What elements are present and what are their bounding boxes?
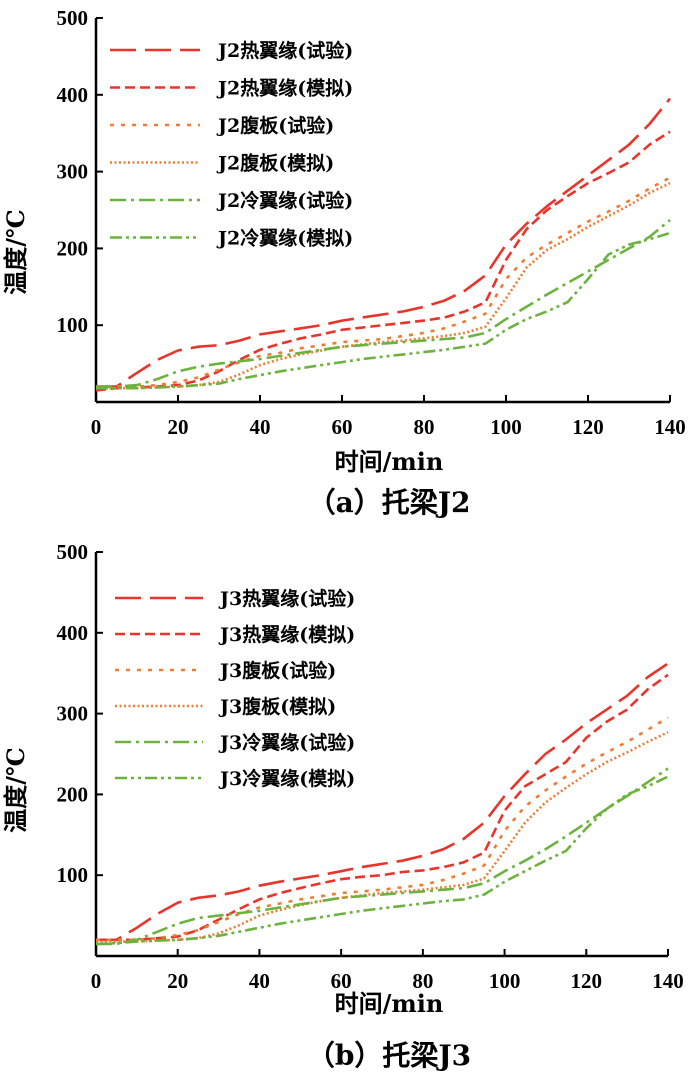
chart-caption: （b）托梁J3 [307, 1039, 471, 1072]
legend-label: J2腹板(试验) [216, 114, 334, 137]
legend-label: J3冷翼缘(试验) [218, 731, 355, 754]
x-tick-label: 20 [168, 415, 189, 439]
y-tick-label: 200 [57, 782, 89, 806]
x-tick-label: 0 [91, 415, 102, 439]
series-line-4 [96, 181, 671, 390]
x-tick-label: 40 [250, 415, 271, 439]
legend-label: J2冷翼缘(试验) [216, 189, 353, 212]
svg-text:温度/℃: 温度/℃ [1, 209, 30, 295]
legend: J2热翼缘(试验) J2热翼缘(模拟) J2腹板(试验) J2腹板(模拟) J2冷翼缘(… [110, 39, 353, 250]
legend-label: J3腹板(试验) [218, 659, 336, 682]
y-tick-label: 100 [57, 313, 89, 337]
series-line-1 [96, 662, 669, 942]
series-line-2 [96, 673, 669, 942]
chart-panel-j2: 温度/℃ 100 200 300 400 500 0 20 40 60 80 100 120 140 J2… [1, 6, 686, 519]
x-tick-label: 80 [412, 969, 433, 993]
series-line-6 [96, 231, 671, 390]
legend-label: J2热翼缘(模拟) [216, 77, 353, 100]
y-tick-label: 400 [57, 621, 89, 645]
x-tick-label: 0 [91, 969, 102, 993]
chart-panel-j3: 温度/℃ 100 200 300 400 500 0 20 40 60 80 100 120 140 J3… [1, 540, 684, 1072]
x-axis-title: 时间/min [335, 989, 444, 1018]
y-axis-title: 温度/℃ [1, 747, 30, 833]
series-line-3 [96, 716, 669, 942]
x-tick-label: 120 [572, 415, 604, 439]
legend-label: J3热翼缘(试验) [218, 587, 355, 610]
series-line-5 [96, 218, 671, 388]
legend-label: J3热翼缘(模拟) [218, 623, 355, 646]
legend: J3热翼缘(试验) J3热翼缘(模拟) J3腹板(试验) J3腹板(模拟) J3冷翼缘(… [115, 587, 355, 790]
legend-label: J2冷翼缘(模拟) [216, 227, 353, 250]
x-tick-label: 60 [332, 415, 353, 439]
series-line-2 [95, 130, 671, 392]
y-tick-label: 500 [57, 540, 89, 564]
x-tick-label: 60 [331, 969, 352, 993]
y-tick-label: 500 [57, 6, 89, 30]
legend-label: J2热翼缘(试验) [216, 39, 353, 62]
y-tick-label: 300 [57, 160, 89, 184]
x-tick-label: 100 [490, 415, 522, 439]
x-tick-label: 120 [571, 969, 603, 993]
x-tick-label: 80 [414, 415, 435, 439]
x-tick-label: 40 [249, 969, 270, 993]
y-axis-title: 温度/℃ [1, 209, 30, 295]
plot-area: 100 200 300 400 500 0 20 40 60 80 100 120 140 J3热翼缘(试… [57, 540, 684, 993]
series-line-6 [95, 775, 669, 946]
y-tick-label: 100 [57, 863, 89, 887]
x-tick-label: 20 [167, 969, 188, 993]
y-tick-label: 300 [57, 702, 89, 726]
svg-text:温度/℃: 温度/℃ [1, 747, 30, 833]
series-line-5 [96, 767, 669, 946]
legend-label: J2腹板(模拟) [216, 152, 334, 175]
plot-area: 100 200 300 400 500 0 20 40 60 80 100 120 140 J2热翼缘(试… [57, 6, 686, 439]
legend-label: J3冷翼缘(模拟) [218, 767, 355, 790]
legend-label: J3腹板(模拟) [218, 695, 336, 718]
y-tick-label: 200 [57, 236, 89, 260]
series-line-1 [96, 97, 672, 388]
x-axis-title: 时间/min [335, 447, 444, 476]
chart-caption: （a）托梁J2 [308, 486, 471, 519]
y-tick-label: 400 [57, 83, 89, 107]
x-tick-label: 100 [489, 969, 521, 993]
series-line-4 [96, 731, 669, 943]
x-tick-label: 140 [654, 415, 686, 439]
x-tick-label: 140 [652, 969, 684, 993]
